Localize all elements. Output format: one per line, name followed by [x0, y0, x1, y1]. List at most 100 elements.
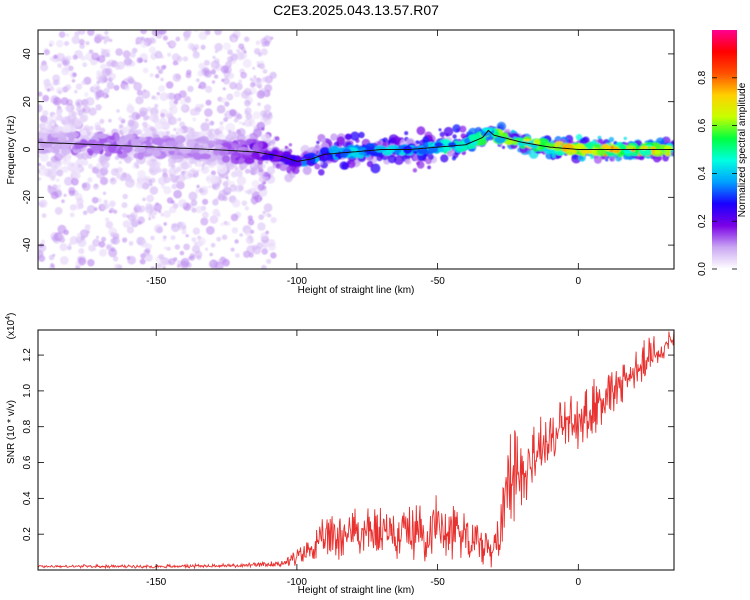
spectrogram-cell [87, 163, 94, 170]
spectrogram-cell [269, 71, 277, 79]
spectrogram-cell [58, 233, 65, 241]
spectrogram-cell [42, 63, 47, 68]
spectrogram-cell [244, 99, 251, 107]
spectrogram-cell [142, 121, 148, 128]
spectrogram-cell [339, 161, 349, 170]
spectrogram-cell [205, 226, 215, 235]
spectrogram-cell [199, 153, 211, 160]
spectrogram-cell [38, 166, 48, 176]
spectrogram-cell [597, 138, 604, 144]
spectrogram-cell [59, 256, 69, 265]
spectrogram-cell [172, 73, 182, 82]
spectrogram-cell [191, 207, 197, 213]
snr-x-tick-label: -50 [430, 577, 445, 588]
colorbar-ticks: 0.0 0.2 0.4 0.6 0.8 [697, 70, 737, 276]
spectrogram-cell [220, 222, 224, 227]
spectrogram-cell [459, 125, 467, 133]
spectrogram-cell [165, 81, 174, 89]
spectrogram-cell [54, 117, 59, 121]
spectrogram-x-tick-label: 0 [576, 276, 582, 287]
spectrogram-cell [200, 103, 205, 108]
spectrogram-cell [274, 136, 280, 142]
spectrogram-cell [84, 224, 91, 231]
spectrogram-cell [183, 157, 188, 162]
spectrogram-cell [88, 107, 97, 116]
spectrogram-cell [579, 149, 593, 154]
spectrogram-cell [272, 148, 279, 155]
spectrogram-cell [188, 172, 193, 178]
spectrogram-cell [67, 245, 72, 251]
spectrogram-cell [257, 222, 266, 231]
spectrogram-cell [105, 221, 114, 229]
spectrogram-cell [67, 162, 78, 173]
spectrogram-cell [94, 183, 98, 187]
spectrogram-cell [54, 152, 63, 162]
spectrogram-cell [135, 96, 144, 105]
spectrogram-cell [71, 111, 77, 117]
spectrogram-cell [182, 56, 189, 62]
spectrogram-cell [57, 184, 61, 189]
spectrogram-cell [216, 104, 226, 114]
spectrogram-cell [69, 236, 79, 245]
spectrogram-cell [223, 117, 229, 122]
spectrogram-cell [233, 117, 239, 123]
snr-x-tick-label: 0 [576, 577, 582, 588]
spectrogram-cell [151, 215, 156, 219]
spectrogram-cell [234, 239, 239, 244]
spectrogram-cell [210, 170, 216, 176]
spectrogram-cell [51, 234, 60, 242]
spectrogram-cell [140, 41, 148, 49]
spectrogram-cell [60, 97, 69, 106]
spectrogram-cell [116, 150, 123, 155]
spectrogram-cell [221, 234, 228, 240]
spectrogram-cell [158, 85, 166, 92]
spectrogram-cell [171, 164, 176, 169]
spectrogram-cell [41, 124, 46, 129]
spectrogram-cell [142, 67, 149, 74]
spectrogram-cell [136, 165, 140, 169]
spectrogram-cell [127, 213, 136, 222]
spectrogram-cell [78, 248, 85, 255]
spectrogram-cell [81, 80, 86, 86]
spectrogram-cell [160, 77, 164, 82]
spectrogram-cell [81, 152, 89, 160]
spectrogram-cell [96, 169, 105, 179]
spectrogram-cell [91, 142, 102, 151]
spectrogram-cell [42, 134, 48, 143]
snr-panel: -150 -100 -50 0 0.2 0.4 0.6 0.8 1.0 1.2 Height o… [5, 313, 675, 596]
spectrogram-cell [191, 237, 197, 243]
spectrogram-cell [136, 89, 143, 96]
spectrogram-cell [244, 118, 253, 127]
spectrogram-cell [82, 105, 91, 114]
spectrogram-cell [203, 59, 210, 66]
spectrogram-cell [104, 30, 109, 35]
spectrogram-x-label: Height of straight line (km) [298, 285, 415, 296]
spectrogram-cell [340, 151, 349, 158]
spectrogram-cell [78, 30, 86, 35]
spectrogram-cell [62, 142, 70, 150]
spectrogram-cell [605, 158, 609, 162]
spectrogram-cell [123, 57, 132, 66]
spectrogram-cell [262, 242, 269, 248]
spectrogram-cell [91, 196, 99, 204]
spectrogram-cell [494, 136, 506, 144]
spectrogram-cell [80, 113, 89, 122]
spectrogram-cell [106, 48, 111, 54]
spectrogram-cell [238, 164, 243, 169]
spectrogram-cell [48, 254, 55, 261]
spectrogram-cell [204, 108, 213, 117]
spectrogram-cell [229, 109, 237, 117]
spectrogram-cell [154, 103, 159, 108]
spectrogram-cell [156, 92, 160, 96]
spectrogram-cell [219, 151, 227, 156]
spectrogram-cell [121, 80, 125, 84]
spectrogram-cell [593, 155, 602, 164]
spectrogram-cell [98, 241, 106, 248]
spectrogram-cell [412, 168, 418, 173]
spectrogram-cell [404, 159, 410, 164]
spectrogram-cell [236, 176, 247, 186]
spectrogram-x-tick-label: -150 [146, 276, 166, 287]
spectrogram-cell [91, 52, 100, 61]
spectrogram-cell [163, 186, 172, 195]
spectrogram-cell [203, 143, 209, 152]
